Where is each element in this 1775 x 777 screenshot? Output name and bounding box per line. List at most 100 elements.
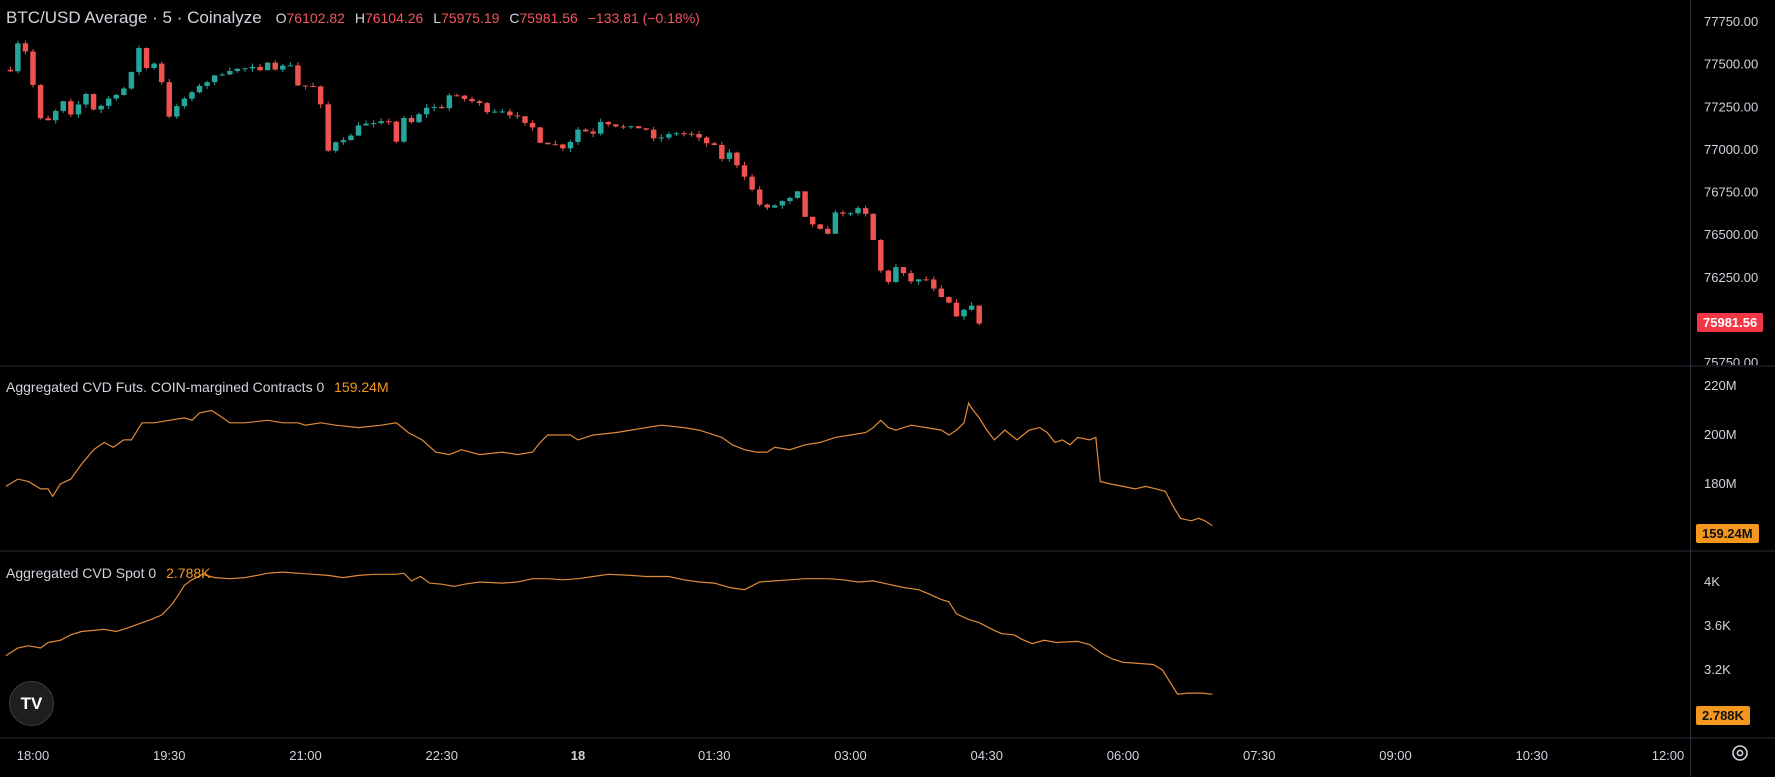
candle[interactable]: [249, 63, 256, 72]
candle[interactable]: [802, 191, 808, 218]
candle[interactable]: [900, 266, 907, 276]
candle[interactable]: [401, 115, 407, 143]
candle[interactable]: [30, 48, 36, 88]
candle[interactable]: [90, 93, 97, 111]
candle[interactable]: [174, 103, 180, 119]
candle[interactable]: [658, 134, 664, 142]
candle[interactable]: [22, 40, 29, 55]
candle[interactable]: [711, 141, 717, 146]
candle[interactable]: [719, 141, 725, 162]
candle[interactable]: [189, 90, 195, 102]
candle[interactable]: [893, 264, 899, 283]
candle[interactable]: [961, 308, 967, 320]
candle[interactable]: [242, 67, 248, 73]
candle[interactable]: [204, 80, 210, 89]
candle[interactable]: [840, 210, 846, 217]
candle[interactable]: [136, 45, 142, 76]
candle[interactable]: [469, 96, 475, 104]
candle[interactable]: [703, 135, 710, 147]
candle[interactable]: [492, 108, 498, 114]
settings-button[interactable]: [1727, 740, 1753, 766]
candle[interactable]: [878, 239, 884, 273]
candle[interactable]: [423, 104, 430, 118]
candle[interactable]: [348, 133, 354, 141]
candle[interactable]: [855, 206, 861, 216]
candle[interactable]: [446, 93, 453, 112]
candle[interactable]: [537, 126, 543, 144]
candle[interactable]: [923, 276, 929, 282]
candle[interactable]: [257, 63, 263, 72]
candle[interactable]: [968, 302, 975, 311]
candle[interactable]: [105, 95, 112, 110]
candle[interactable]: [166, 78, 172, 119]
candle[interactable]: [885, 269, 892, 285]
candle[interactable]: [938, 285, 945, 298]
candle[interactable]: [666, 131, 672, 140]
candle[interactable]: [514, 111, 521, 119]
candle[interactable]: [196, 83, 203, 94]
candle[interactable]: [696, 130, 702, 142]
cvd-spot-series[interactable]: [5, 571, 1213, 695]
candle[interactable]: [37, 84, 44, 120]
candle[interactable]: [439, 104, 445, 109]
candle[interactable]: [529, 120, 536, 131]
candle[interactable]: [310, 82, 316, 87]
candle[interactable]: [98, 104, 104, 113]
candle[interactable]: [83, 92, 89, 108]
candle[interactable]: [333, 141, 339, 153]
candle[interactable]: [219, 72, 225, 76]
candle[interactable]: [862, 205, 869, 217]
candle[interactable]: [946, 296, 952, 304]
candle[interactable]: [620, 124, 627, 130]
candle[interactable]: [825, 226, 831, 235]
candle[interactable]: [317, 85, 324, 108]
candle[interactable]: [597, 118, 604, 136]
candle[interactable]: [915, 278, 922, 285]
candle[interactable]: [393, 120, 400, 144]
candle[interactable]: [68, 98, 74, 117]
candle[interactable]: [75, 101, 82, 118]
candle[interactable]: [673, 131, 680, 137]
candle[interactable]: [234, 68, 241, 73]
candle[interactable]: [386, 118, 392, 125]
candle[interactable]: [507, 108, 513, 119]
candle[interactable]: [52, 109, 59, 124]
candle[interactable]: [560, 143, 566, 151]
candle[interactable]: [378, 118, 384, 125]
candle[interactable]: [484, 101, 490, 115]
candle[interactable]: [953, 299, 960, 317]
candle[interactable]: [552, 140, 559, 146]
candle[interactable]: [272, 60, 278, 71]
candle[interactable]: [370, 119, 377, 128]
candle[interactable]: [158, 61, 165, 85]
candle[interactable]: [121, 86, 127, 96]
candle[interactable]: [734, 151, 740, 169]
candle[interactable]: [650, 126, 657, 142]
candle[interactable]: [181, 96, 188, 109]
candle[interactable]: [688, 131, 695, 137]
candle[interactable]: [908, 270, 914, 284]
candle[interactable]: [45, 115, 51, 121]
candle[interactable]: [295, 62, 301, 86]
cvd-spot-legend[interactable]: Aggregated CVD Spot 0 2.788K: [6, 565, 210, 581]
candle[interactable]: [628, 125, 634, 129]
candle[interactable]: [128, 71, 135, 90]
candle[interactable]: [605, 121, 612, 127]
candle[interactable]: [522, 116, 528, 126]
candle[interactable]: [340, 137, 347, 145]
candle[interactable]: [613, 124, 619, 128]
candle[interactable]: [567, 140, 574, 153]
candle[interactable]: [151, 62, 157, 70]
candle[interactable]: [756, 186, 763, 207]
candle[interactable]: [847, 212, 854, 217]
candle[interactable]: [643, 127, 649, 131]
candle[interactable]: [143, 47, 150, 70]
tradingview-logo[interactable]: TV: [9, 681, 54, 726]
candle[interactable]: [416, 112, 422, 123]
candle[interactable]: [575, 127, 581, 145]
candle[interactable]: [355, 122, 362, 137]
candle[interactable]: [7, 66, 14, 73]
candle[interactable]: [302, 85, 309, 90]
candle[interactable]: [764, 203, 770, 211]
candle[interactable]: [794, 190, 801, 200]
